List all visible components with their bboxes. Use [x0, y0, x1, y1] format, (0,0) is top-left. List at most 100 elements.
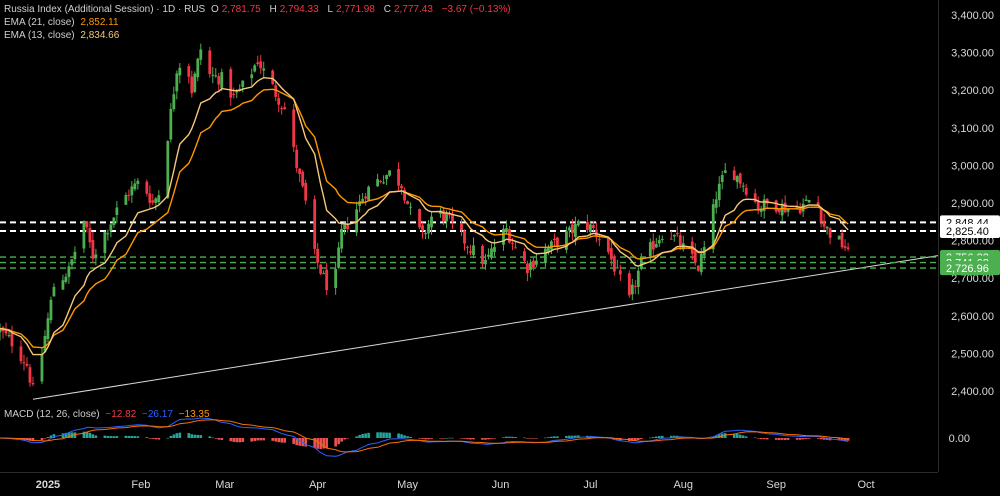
- macd-histogram-bar: [82, 431, 86, 438]
- candle-body: [786, 209, 790, 212]
- candle-body: [214, 75, 218, 77]
- macd-histogram-bar: [774, 438, 778, 440]
- price-tick-label: 3,300.00: [951, 48, 994, 60]
- candle-body: [720, 175, 724, 183]
- macd-histogram-bar: [472, 438, 475, 440]
- candle-body: [241, 80, 245, 87]
- legend-ema13[interactable]: EMA (13, close) 2,834.66: [4, 30, 122, 42]
- candle-body: [256, 62, 260, 65]
- macd-histogram-bar: [397, 433, 400, 438]
- candle-body: [337, 247, 341, 268]
- macd-histogram-bar: [115, 436, 119, 438]
- macd-histogram-bar: [753, 437, 757, 439]
- candle-body: [0, 328, 2, 333]
- macd-histogram-bar: [220, 438, 224, 441]
- candle-body: [175, 73, 179, 92]
- candle-body: [157, 195, 161, 203]
- macd-histogram-bar: [346, 438, 349, 439]
- macd-histogram-bar: [241, 438, 245, 442]
- macd-histogram-bar: [442, 438, 445, 439]
- candle-body: [88, 228, 92, 243]
- candle-body: [187, 66, 191, 77]
- candle-body: [636, 270, 640, 287]
- macd-histogram-bar: [523, 437, 526, 439]
- candle-body: [238, 88, 242, 91]
- candle-body: [169, 108, 173, 140]
- candle-body: [73, 251, 77, 260]
- macd-histogram-bar: [112, 436, 116, 438]
- candle-body: [618, 270, 622, 275]
- macd-histogram-bar: [735, 433, 739, 438]
- candle-body: [606, 237, 610, 252]
- macd-histogram-bar: [439, 438, 442, 439]
- candle-body: [597, 239, 601, 241]
- macd-histogram-bar: [313, 438, 316, 448]
- candle-body: [406, 201, 409, 205]
- candle-body: [82, 221, 86, 249]
- candle-body: [124, 195, 128, 205]
- candle-body: [283, 107, 287, 110]
- price-tick-label: 3,400.00: [951, 10, 994, 22]
- macd-histogram-bar: [136, 436, 140, 438]
- candle-body: [229, 69, 233, 98]
- macd-histogram-bar: [421, 438, 424, 439]
- macd-histogram-bar: [427, 438, 430, 440]
- macd-histogram-bar: [786, 438, 790, 440]
- candle-body: [502, 228, 505, 245]
- candle-body: [744, 187, 748, 195]
- macd-histogram-bar: [103, 435, 107, 438]
- time-tick-label: Feb: [131, 479, 150, 491]
- candle-body: [816, 202, 820, 206]
- candle-body: [313, 199, 317, 249]
- macd-histogram-bar: [316, 438, 319, 449]
- macd-histogram-bar: [292, 438, 295, 444]
- time-tick-label: Mar: [215, 479, 234, 491]
- macd-histogram-bar: [106, 435, 110, 438]
- candle-body: [714, 199, 718, 208]
- macd-histogram-bar: [487, 438, 490, 440]
- macd-label: MACD (12, 26, close): [4, 409, 100, 420]
- ema21-value: 2,852.11: [80, 17, 119, 28]
- macd-histogram-bar: [508, 436, 511, 438]
- candle-body: [576, 220, 580, 226]
- macd-histogram-bar: [91, 434, 95, 438]
- legend-ema21[interactable]: EMA (21, close) 2,852.11: [4, 17, 122, 29]
- macd-histogram-bar: [178, 432, 182, 438]
- macd-histogram-bar: [819, 438, 823, 440]
- candle-body: [777, 208, 781, 213]
- macd-histogram-bar: [148, 438, 152, 439]
- macd-histogram-bar: [229, 438, 233, 442]
- macd-histogram-bar: [514, 436, 517, 438]
- candle-body: [340, 228, 344, 249]
- candle-body: [232, 94, 236, 96]
- candle-body: [828, 228, 832, 238]
- level-lines-layer: [0, 221, 938, 269]
- price-tick-label: 2,500.00: [951, 348, 994, 360]
- candle-body: [442, 210, 445, 222]
- price-badges: 2,848.442,825.402,756.282,741.622,726.96: [940, 215, 1000, 276]
- macd-histogram-bar: [358, 434, 361, 438]
- macd-histogram-bar: [637, 438, 640, 441]
- candle-body: [148, 193, 152, 203]
- macd-histogram-bar: [840, 438, 844, 441]
- candle-body: [430, 216, 433, 228]
- candle-body: [511, 242, 514, 244]
- candle-body: [46, 318, 50, 340]
- price-tick-label: 3,000.00: [951, 160, 994, 172]
- time-tick-label: Apr: [309, 479, 326, 491]
- macd-histogram-bar: [337, 438, 340, 445]
- macd-histogram-bar: [271, 438, 275, 441]
- macd-histogram-bar: [262, 438, 266, 441]
- legend-macd[interactable]: MACD (12, 26, close) −12.82 −26.17 −13.3…: [4, 409, 213, 421]
- macd-histogram-bar: [304, 438, 307, 447]
- candle-body: [804, 199, 808, 202]
- macd-histogram-bar: [49, 435, 53, 438]
- candle-body: [825, 226, 829, 229]
- candle-body: [762, 199, 766, 211]
- macd-histogram-bar: [343, 438, 346, 440]
- candle-body: [594, 229, 598, 237]
- candle-body: [514, 247, 517, 249]
- candle-body: [199, 49, 203, 60]
- candle-body: [798, 209, 802, 214]
